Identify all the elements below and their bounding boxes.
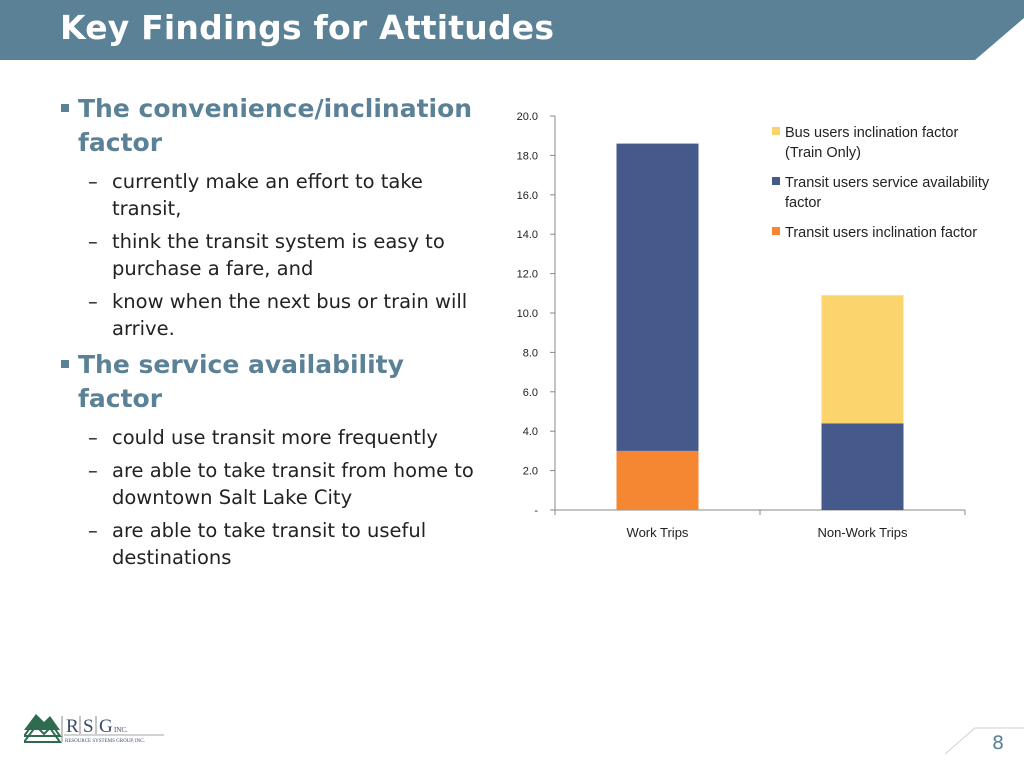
legend-label: (Train Only) [785,145,861,161]
bar-segment [616,143,699,451]
page-title: Key Findings for Attitudes [60,8,555,47]
dash-icon: – [88,230,98,253]
logo-suffix: INC. [114,726,128,734]
list-item: – could use transit more frequently [58,424,478,451]
legend-label: factor [785,195,821,211]
list-item: – currently make an effort to take transi… [58,168,478,222]
rsg-logo: R S G INC. RESOURCE SYSTEMS GROUP, INC. [22,708,169,752]
logo-letter: R [66,716,79,737]
footer-rule [944,727,1024,755]
y-tick-label: - [534,505,538,517]
section-heading-service: The service availability factor [58,348,478,416]
dash-icon: – [88,170,98,193]
section-heading-text: The service availability factor [78,350,404,413]
legend-swatch [772,177,780,185]
findings-text: The convenience/inclination factor – curr… [58,92,478,577]
bar-segment [616,450,699,510]
list-item-text: are able to take transit to useful desti… [112,519,427,569]
chart-svg: - 2.0 4.0 6.0 8.0 10.0 12.0 14.0 16.0 18.0 20.0 Wor… [517,111,990,540]
y-tick-label: 2.0 [523,466,538,478]
list-item: – think the transit system is easy to pur… [58,228,478,282]
logo-tagline: RESOURCE SYSTEMS GROUP, INC. [65,739,145,744]
dash-icon: – [88,426,98,449]
y-tick-label: 10.0 [517,308,538,320]
list-item-text: are able to take transit from home to do… [112,459,474,509]
y-tick-label: 12.0 [517,269,538,281]
y-tick-label: 8.0 [523,347,538,359]
section-heading-convenience: The convenience/inclination factor [58,92,478,160]
y-tick-label: 14.0 [517,229,538,241]
logo-letter: S [83,716,94,737]
list-item-text: know when the next bus or train will arr… [112,290,468,340]
list-item: – know when the next bus or train will ar… [58,288,478,342]
list-item: – are able to take transit from home to d… [58,457,478,511]
x-tick-label: Non-Work Trips [817,525,908,540]
y-tick-label: 16.0 [517,190,538,202]
page-number: 8 [992,732,1005,754]
title-bar-shape [0,0,1024,60]
list-item-text: could use transit more frequently [112,426,438,449]
legend-swatch [772,227,780,235]
bullet-square-icon [61,104,69,112]
bullet-square-icon [61,360,69,368]
stacked-bar-chart: - 2.0 4.0 6.0 8.0 10.0 12.0 14.0 16.0 18.0 20.0 Wor… [490,100,1010,564]
legend-swatch [772,127,780,135]
bar-segment [821,295,904,424]
legend-label: Transit users service availability [785,175,990,191]
legend-label: Transit users inclination factor [785,225,977,241]
title-bar: Key Findings for Attitudes [0,0,1024,60]
dash-icon: – [88,459,98,482]
y-tick-label: 20.0 [517,111,538,123]
y-tick-label: 6.0 [523,387,538,399]
section-heading-text: The convenience/inclination factor [78,94,473,157]
dash-icon: – [88,290,98,313]
list-item: – are able to take transit to useful dest… [58,517,478,571]
logo-mountains-icon: R S G INC. RESOURCE SYSTEMS GROUP, INC. [22,714,164,744]
y-tick-label: 4.0 [523,426,538,438]
bar-segment [821,423,904,510]
x-tick-label: Work Trips [627,525,689,540]
list-item-text: currently make an effort to take transit… [112,170,423,220]
legend-label: Bus users inclination factor [785,125,958,141]
dash-icon: – [88,519,98,542]
logo-letter: G [99,716,113,737]
list-item-text: think the transit system is easy to purc… [112,230,445,280]
y-tick-label: 18.0 [517,150,538,162]
